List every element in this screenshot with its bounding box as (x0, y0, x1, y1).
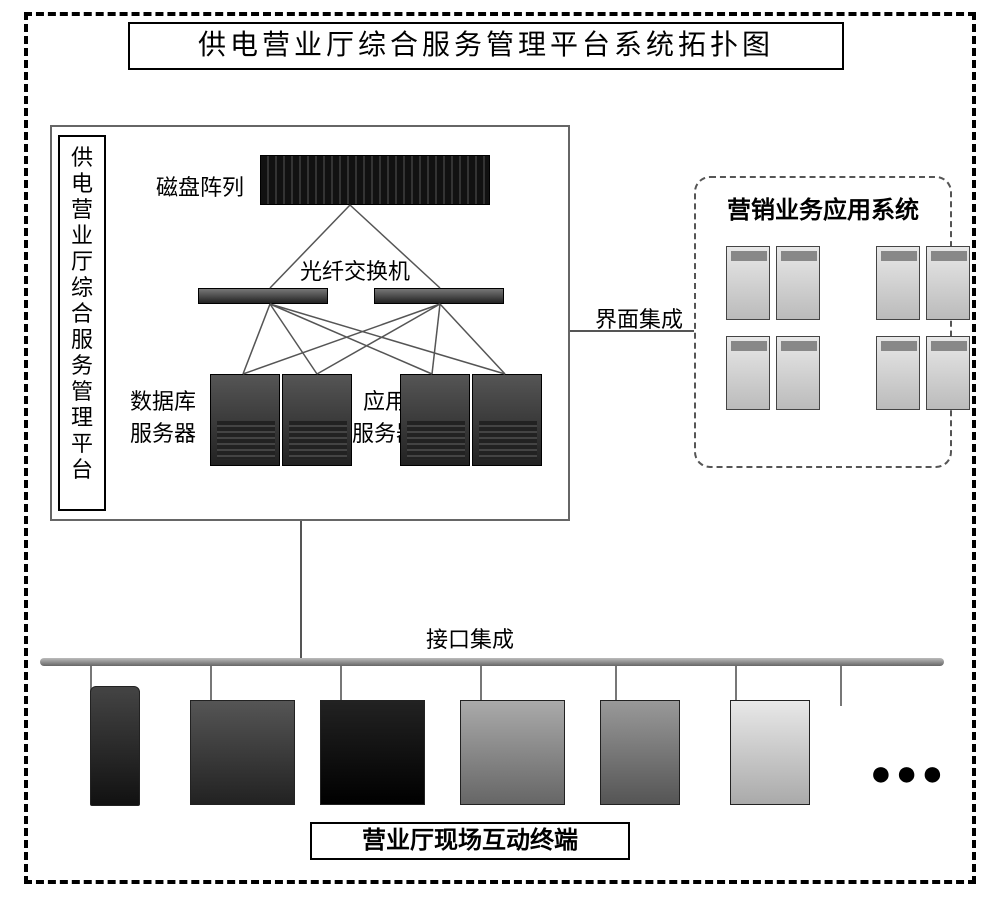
bus-bar (40, 658, 944, 666)
db-server-label: 数据库 服务器 (130, 384, 196, 448)
marketing-server-icon (776, 246, 820, 320)
marketing-server-icon (876, 336, 920, 410)
fiber-switch-icon (374, 288, 504, 304)
disk-array-icon (260, 155, 490, 205)
terminal-icon (90, 686, 140, 806)
diagram-title: 供电营业厅综合服务管理平台系统拓扑图 (128, 22, 844, 70)
marketing-server-icon (776, 336, 820, 410)
app-server-icon (472, 374, 542, 466)
marketing-server-icon (926, 336, 970, 410)
app-server-icon (400, 374, 470, 466)
fiber-switch-label: 光纤交换机 (300, 254, 410, 286)
marketing-server-icon (726, 246, 770, 320)
terminal-icon (320, 700, 425, 805)
interface-integration-label: 接口集成 (426, 622, 514, 654)
terminal-icon (730, 700, 810, 805)
vertical-connector (300, 521, 302, 661)
marketing-label: 营销业务应用系统 (706, 190, 940, 225)
marketing-server-icon (876, 246, 920, 320)
marketing-server-icon (726, 336, 770, 410)
terminal-icon (460, 700, 565, 805)
disk-array-label: 磁盘阵列 (156, 170, 244, 202)
marketing-server-icon (926, 246, 970, 320)
ellipsis-icon: ●●● (870, 752, 947, 794)
platform-label: 供电营业厅综合服务管理平台 (58, 135, 106, 511)
fiber-switch-icon (198, 288, 328, 304)
ui-integration-line (570, 330, 694, 332)
terminal-icon (190, 700, 295, 805)
terminal-row (40, 700, 950, 822)
db-server-icon (282, 374, 352, 466)
terminal-icon (600, 700, 680, 805)
db-server-icon (210, 374, 280, 466)
terminal-label: 营业厅现场互动终端 (310, 822, 630, 860)
